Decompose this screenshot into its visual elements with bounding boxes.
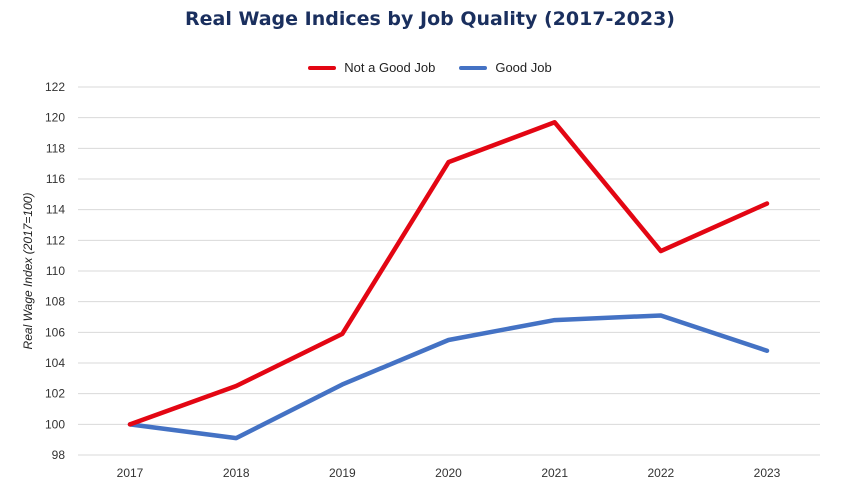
legend-item-good-job: Good Job bbox=[459, 60, 552, 75]
x-tick-label: 2022 bbox=[647, 466, 674, 480]
y-tick-label: 120 bbox=[45, 111, 65, 125]
y-tick-label: 110 bbox=[46, 264, 65, 278]
y-tick-label: 114 bbox=[46, 203, 65, 217]
legend-swatch-not-good-job bbox=[308, 65, 337, 70]
y-tick-label: 112 bbox=[46, 233, 65, 247]
legend-item-not-good-job: Not a Good Job bbox=[308, 60, 435, 75]
legend-label-good-job: Good Job bbox=[495, 60, 552, 75]
y-tick-label: 102 bbox=[45, 387, 65, 401]
legend-label-not-good-job: Not a Good Job bbox=[344, 60, 436, 75]
legend: Not a Good Job Good Job bbox=[0, 60, 860, 75]
y-axis-ticks: 98 100 102 104 106 108 110 112 114 116 118 120 122 bbox=[45, 80, 65, 462]
y-tick-label: 100 bbox=[45, 417, 65, 431]
chart-title: Real Wage Indices by Job Quality (2017-2… bbox=[184, 8, 675, 30]
x-axis-ticks: 2017 2018 2019 2020 2021 2022 2023 bbox=[117, 466, 781, 480]
y-tick-label: 118 bbox=[46, 141, 65, 155]
y-tick-label: 106 bbox=[45, 325, 65, 339]
x-tick-label: 2021 bbox=[541, 466, 568, 480]
x-tick-label: 2020 bbox=[435, 466, 462, 480]
series-lines bbox=[127, 120, 770, 441]
x-tick-label: 2018 bbox=[223, 466, 250, 480]
y-tick-label: 122 bbox=[45, 80, 65, 94]
y-axis-label: Real Wage Index (2017=100) bbox=[21, 193, 35, 350]
y-tick-label: 108 bbox=[45, 295, 65, 309]
gridlines bbox=[78, 86, 820, 456]
x-tick-label: 2017 bbox=[117, 466, 144, 480]
x-tick-label: 2023 bbox=[754, 466, 781, 480]
y-tick-label: 116 bbox=[46, 172, 65, 186]
y-tick-label: 104 bbox=[45, 356, 65, 370]
series-line-good-job bbox=[127, 313, 770, 441]
x-tick-label: 2019 bbox=[329, 466, 356, 480]
series-line-not-a-good-job bbox=[127, 120, 770, 427]
y-tick-label: 98 bbox=[52, 448, 66, 462]
legend-swatch-good-job bbox=[459, 65, 488, 70]
